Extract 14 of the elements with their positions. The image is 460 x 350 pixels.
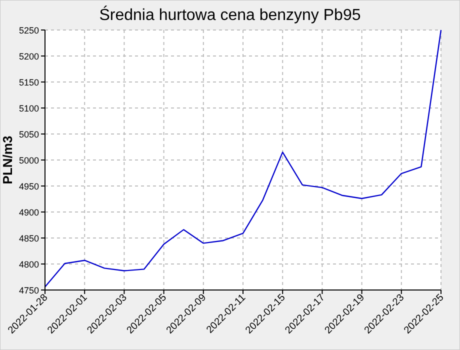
y-tick-label: 5050 <box>18 130 39 140</box>
line-series <box>44 29 442 288</box>
y-tick-label: 5200 <box>18 52 39 62</box>
y-tick-label: 5150 <box>18 78 39 88</box>
y-tick-label: 5000 <box>18 156 39 166</box>
y-tick-label: 4750 <box>18 286 39 296</box>
y-tick-label: 5100 <box>18 104 39 114</box>
y-tick-label: 4850 <box>18 234 39 244</box>
y-tick-label: 4800 <box>18 260 39 270</box>
chart-title: Średnia hurtowa cena benzyny Pb95 <box>99 5 361 24</box>
y-axis-title: PLN/m3 <box>0 136 15 184</box>
y-tick-label: 4900 <box>18 208 39 218</box>
y-tick-label: 5250 <box>18 26 39 36</box>
y-tick-label: 4950 <box>18 182 39 192</box>
